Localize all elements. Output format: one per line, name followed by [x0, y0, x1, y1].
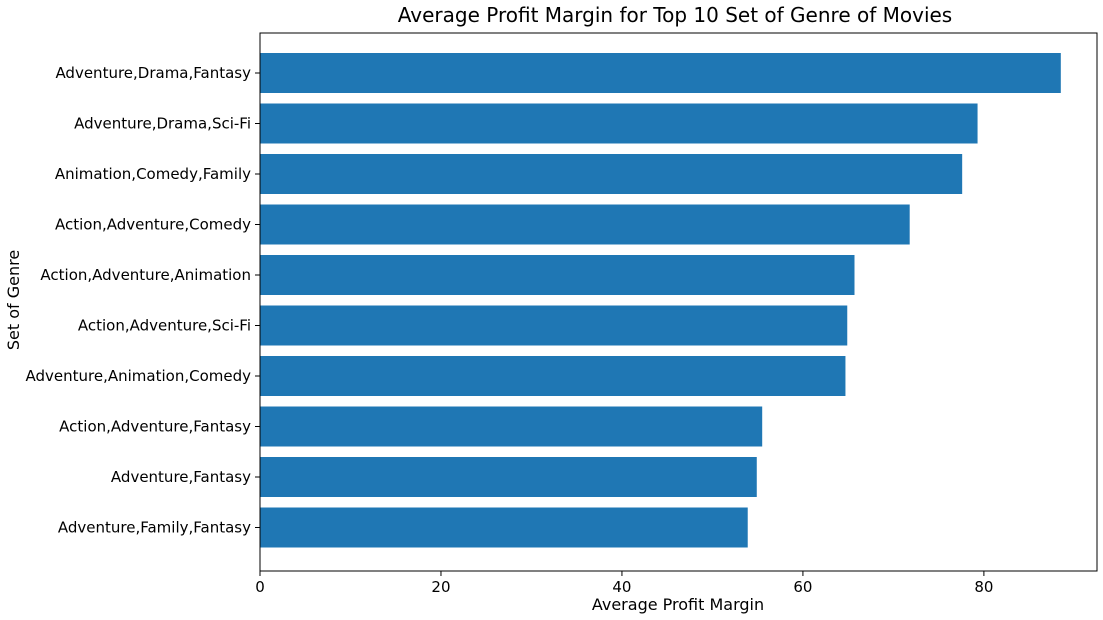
axes-group [259, 32, 1098, 572]
bar [260, 406, 763, 447]
bar [260, 154, 963, 194]
x-axis-label: Average Profit Margin [592, 595, 764, 614]
x-tick-label: 40 [612, 578, 631, 596]
bar [260, 507, 748, 548]
y-tick-label: Adventure,Drama,Fantasy [55, 64, 251, 82]
bar [260, 457, 757, 497]
chart-title: Average Profit Margin for Top 10 Set of … [398, 3, 952, 27]
bar [260, 305, 848, 346]
y-tick-label: Action,Adventure,Fantasy [59, 418, 251, 436]
x-tick-label: 0 [255, 578, 265, 596]
bar [260, 255, 855, 295]
bar [260, 204, 910, 245]
bar [260, 103, 978, 144]
ticks-group: Adventure,Drama,Fantasy Adventure,Drama,S… [26, 64, 994, 596]
bars-group [260, 53, 1061, 548]
y-tick-label: Action,Adventure,Comedy [55, 216, 251, 234]
y-tick-label: Adventure,Animation,Comedy [26, 367, 252, 385]
y-tick-label: Adventure,Fantasy [111, 468, 251, 486]
y-axis-label: Set of Genre [4, 250, 23, 350]
x-tick-label: 60 [793, 578, 812, 596]
bar [260, 356, 846, 396]
bar [260, 53, 1061, 93]
y-tick-label: Adventure,Drama,Sci-Fi [74, 115, 251, 133]
y-tick-label: Action,Adventure,Sci-Fi [78, 317, 251, 335]
x-tick-label: 80 [974, 578, 993, 596]
plot-frame [259, 32, 1098, 572]
x-tick-label: 20 [431, 578, 450, 596]
y-tick-label: Action,Adventure,Animation [40, 266, 251, 284]
y-tick-label: Animation,Comedy,Family [55, 165, 251, 183]
y-tick-label: Adventure,Family,Fantasy [58, 519, 251, 537]
